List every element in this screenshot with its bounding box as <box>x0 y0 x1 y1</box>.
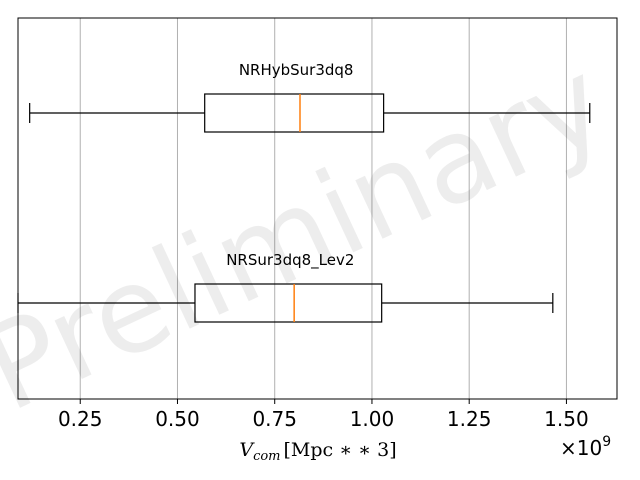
x-tick-label-1: 0.50 <box>155 407 200 431</box>
x-ticks: 0.25 0.50 0.75 1.00 1.25 1.50 <box>58 399 589 431</box>
x-axis-label-unit: [Mpc ∗ ∗ 3] <box>284 439 397 461</box>
plot-frame <box>17 17 618 400</box>
box-group-1: NRSur3dq8_Lev2 <box>17 251 554 323</box>
x-tick-label-0: 0.25 <box>58 407 103 431</box>
x-tick-label-2: 0.75 <box>252 407 297 431</box>
box-group-0: NRHybSur3dq8 <box>29 61 591 133</box>
watermark-layer: Preliminary <box>0 31 625 438</box>
watermark-text: Preliminary <box>0 31 625 438</box>
box-iqr-0 <box>204 93 385 133</box>
x-tick-label-3: 1.00 <box>350 407 395 431</box>
x-tick-label-5: 1.50 <box>544 407 589 431</box>
x-axis-offset-exponent: 9 <box>602 434 611 450</box>
box-iqr-1 <box>194 283 383 323</box>
x-axis-label: Vcom [Mpc ∗ ∗ 3] <box>239 439 396 464</box>
series-label-1: NRSur3dq8_Lev2 <box>226 251 354 270</box>
boxes: NRHybSur3dq8 NRSur3dq8_Lev2 <box>17 61 591 323</box>
x-axis-label-subscript: com <box>253 449 280 464</box>
grid-lines <box>79 18 567 399</box>
series-label-0: NRHybSur3dq8 <box>239 61 354 79</box>
x-axis-offset: ×109 <box>560 434 611 460</box>
x-axis-label-symbol: V <box>239 439 255 461</box>
x-tick-label-4: 1.25 <box>447 407 492 431</box>
x-axis-offset-base: ×10 <box>560 436 602 460</box>
